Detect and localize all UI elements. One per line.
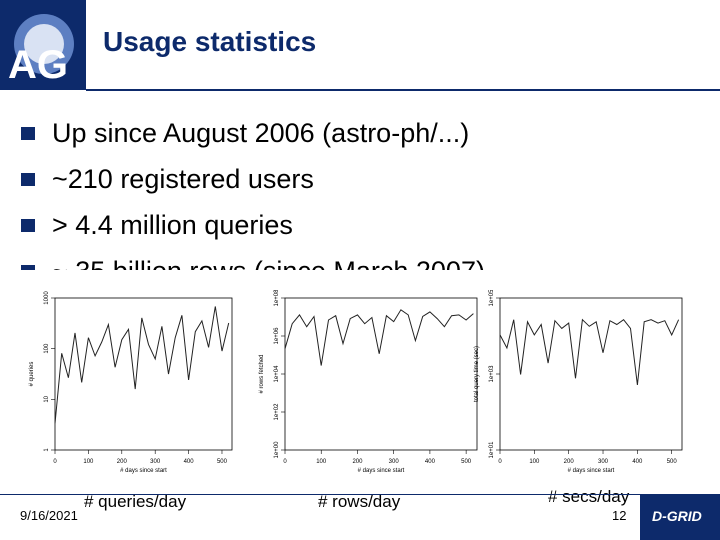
series-line xyxy=(499,318,680,385)
bullet-item: > 4.4 million queries xyxy=(18,202,698,248)
x-tick-label: 200 xyxy=(352,459,363,465)
queries-caption: # queries/day xyxy=(84,492,187,511)
bullet-square-icon xyxy=(21,127,35,140)
plot-frame xyxy=(284,297,478,451)
plot-frame xyxy=(54,297,233,451)
y-axis-label: total query time (sec) xyxy=(474,346,480,402)
x-tick-label: 0 xyxy=(53,459,57,465)
y-tick-label: 1e+04 xyxy=(274,365,280,383)
x-tick-label: 200 xyxy=(564,459,575,465)
y-axis-label: # queries xyxy=(29,362,35,387)
dgrid-logo: D-GRID xyxy=(640,494,720,540)
secs-caption: # secs/day xyxy=(548,487,630,506)
x-tick-label: 100 xyxy=(529,459,540,465)
x-tick-label: 300 xyxy=(598,459,609,465)
queries-per-day-chart: 0 100 200 300 400 500 1 10 100 1000 # days since s… xyxy=(29,291,233,474)
y-tick-label: 1e+03 xyxy=(489,365,495,383)
bullet-list: Up since August 2006 (astro-ph/...) ~210… xyxy=(18,110,698,270)
y-tick-label: 10 xyxy=(44,395,50,402)
bullet-text: ~210 registered users xyxy=(52,164,314,194)
x-tick-label: 400 xyxy=(425,459,436,465)
x-tick-label: 100 xyxy=(83,459,94,465)
x-tick-label: 400 xyxy=(184,459,195,465)
page-number: 12 xyxy=(612,508,627,523)
x-tick-label: 200 xyxy=(117,459,128,465)
footer-divider xyxy=(0,494,720,495)
x-tick-label: 0 xyxy=(498,459,502,465)
y-tick-label: 1000 xyxy=(44,291,50,305)
plot-frame xyxy=(499,297,683,451)
header-band xyxy=(0,0,720,90)
x-tick-label: 300 xyxy=(150,459,161,465)
x-tick-label: 300 xyxy=(389,459,400,465)
y-tick-label: 1e+06 xyxy=(274,327,280,345)
y-tick-label: 1e+05 xyxy=(489,290,495,306)
bullet-square-icon xyxy=(21,265,35,270)
x-axis-label: # days since start xyxy=(358,468,405,474)
x-tick-label: 500 xyxy=(667,459,678,465)
y-tick-label: 1e+00 xyxy=(274,441,280,459)
x-tick-label: 500 xyxy=(461,459,472,465)
header-divider xyxy=(86,89,720,91)
x-axis-label: # days since start xyxy=(120,468,167,474)
bullet-item: Up since August 2006 (astro-ph/...) xyxy=(18,110,698,156)
ag-logo: AG xyxy=(0,0,86,90)
series-line xyxy=(284,309,474,366)
x-axis-label: # days since start xyxy=(568,468,615,474)
y-tick-label: 100 xyxy=(44,343,50,354)
x-tick-label: 0 xyxy=(283,459,287,465)
series-line xyxy=(54,306,230,424)
y-tick-label: 1e+02 xyxy=(274,403,280,421)
bullet-square-icon xyxy=(21,173,35,186)
x-tick-label: 500 xyxy=(217,459,228,465)
y-tick-label: 1 xyxy=(44,448,50,452)
bullet-square-icon xyxy=(21,219,35,232)
bullet-item: ~210 registered users xyxy=(18,156,698,202)
y-axis-label: # rows fetched xyxy=(259,354,265,393)
bullet-text: ~ 35 billion rows (since March 2007) xyxy=(52,256,485,270)
y-tick-label: 1e+08 xyxy=(274,290,280,306)
secs-per-day-chart: 0 100 200 300 400 500 1e+01 1e+03 1e+05 # days si… xyxy=(474,290,683,474)
ag-logo-graphic: AG xyxy=(8,14,74,87)
dgrid-logo-text: D-GRID xyxy=(652,508,702,524)
rows-per-day-chart: 0 100 200 300 400 500 1e+00 1e+02 1e+04 1e+06 1e+0… xyxy=(259,290,478,474)
y-tick-label: 1e+01 xyxy=(489,441,495,459)
ag-logo-text: AG xyxy=(8,43,68,87)
x-tick-label: 400 xyxy=(632,459,643,465)
bullet-text: > 4.4 million queries xyxy=(52,210,293,240)
x-tick-label: 100 xyxy=(316,459,327,465)
bullet-item: ~ 35 billion rows (since March 2007) xyxy=(18,248,698,270)
page-title: Usage statistics xyxy=(103,26,317,57)
slide-date: 9/16/2021 xyxy=(20,508,78,523)
rows-caption: # rows/day xyxy=(318,492,401,511)
bullet-text: Up since August 2006 (astro-ph/...) xyxy=(52,118,470,148)
